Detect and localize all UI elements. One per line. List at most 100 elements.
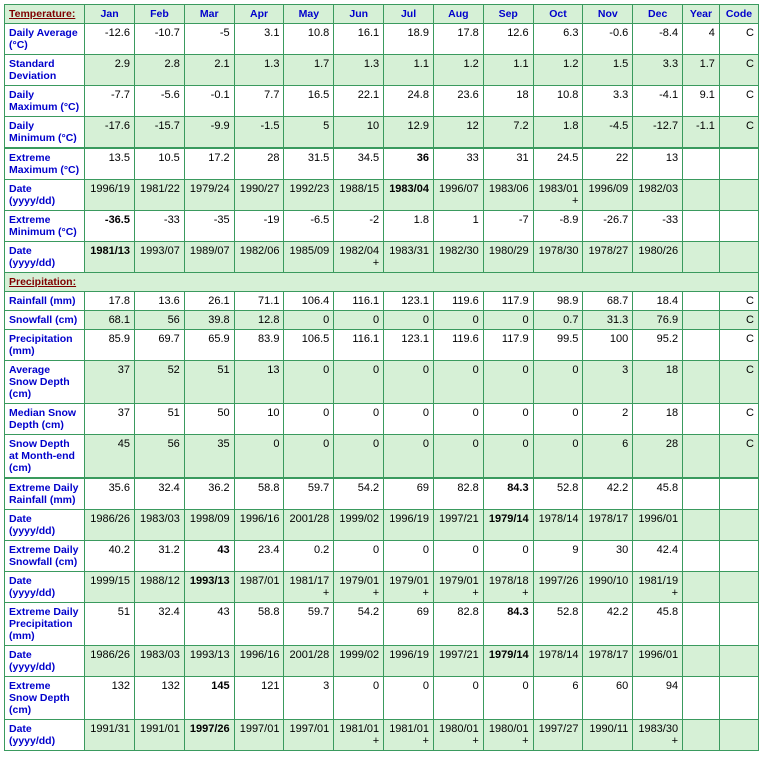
- cell: 31.3: [583, 311, 633, 330]
- cell: 18: [633, 361, 683, 404]
- cell: -8.9: [533, 211, 583, 242]
- cell: 54.2: [334, 603, 384, 646]
- cell: 10.8: [533, 86, 583, 117]
- cell: 52.8: [533, 478, 583, 510]
- cell: 45.8: [633, 478, 683, 510]
- cell: 1982/06: [234, 242, 284, 273]
- cell: 1983/03: [134, 510, 184, 541]
- cell: 69: [384, 603, 434, 646]
- cell: 24.5: [533, 148, 583, 180]
- cell: 1983/06: [483, 180, 533, 211]
- cell: 1982/30: [433, 242, 483, 273]
- cell: 31: [483, 148, 533, 180]
- cell: [683, 404, 720, 435]
- cell: -12.6: [85, 24, 135, 55]
- cell: 9: [533, 541, 583, 572]
- col-year: Year: [683, 5, 720, 24]
- cell: 56: [134, 435, 184, 479]
- cell: 37: [85, 404, 135, 435]
- cell: 82.8: [433, 603, 483, 646]
- cell: [683, 478, 720, 510]
- cell: 42.4: [633, 541, 683, 572]
- row-label: Date (yyyy/dd): [5, 510, 85, 541]
- section-header-precipitation: Precipitation:: [5, 273, 759, 292]
- cell: -1.1: [683, 117, 720, 149]
- row-label: Rainfall (mm): [5, 292, 85, 311]
- table-body: Daily Average (°C)-12.6-10.7-53.110.816.…: [5, 24, 759, 751]
- cell: 84.3: [483, 603, 533, 646]
- cell: 35.6: [85, 478, 135, 510]
- cell: 0: [334, 404, 384, 435]
- cell: 6.3: [533, 24, 583, 55]
- cell: 9.1: [683, 86, 720, 117]
- cell: 83.9: [234, 330, 284, 361]
- col-jul: Jul: [384, 5, 434, 24]
- row-label: Daily Average (°C): [5, 24, 85, 55]
- cell: -17.6: [85, 117, 135, 149]
- cell: 100: [583, 330, 633, 361]
- row-label: Standard Deviation: [5, 55, 85, 86]
- cell: [683, 541, 720, 572]
- cell: 31.5: [284, 148, 334, 180]
- cell: 0.2: [284, 541, 334, 572]
- cell: [719, 646, 758, 677]
- cell: 34.5: [334, 148, 384, 180]
- cell: -7.7: [85, 86, 135, 117]
- table-row: Date (yyyy/dd)1981/131993/071989/071982/…: [5, 242, 759, 273]
- table-row: Precipitation (mm)85.969.765.983.9106.51…: [5, 330, 759, 361]
- cell: -7: [483, 211, 533, 242]
- cell: 35: [184, 435, 234, 479]
- cell: -6.5: [284, 211, 334, 242]
- cell: 1997/26: [533, 572, 583, 603]
- cell: [719, 242, 758, 273]
- cell: 56: [134, 311, 184, 330]
- cell: 0: [483, 677, 533, 720]
- cell: 0: [483, 361, 533, 404]
- cell: 33: [433, 148, 483, 180]
- cell: 42.2: [583, 603, 633, 646]
- cell: 0: [533, 404, 583, 435]
- cell: 52: [134, 361, 184, 404]
- cell: 99.5: [533, 330, 583, 361]
- cell: 1997/01: [234, 720, 284, 751]
- cell: 0: [433, 361, 483, 404]
- cell: 28: [234, 148, 284, 180]
- cell: 26.1: [184, 292, 234, 311]
- row-label: Date (yyyy/dd): [5, 646, 85, 677]
- cell: 0: [284, 361, 334, 404]
- cell: 7.2: [483, 117, 533, 149]
- row-label: Date (yyyy/dd): [5, 720, 85, 751]
- cell: 0: [483, 311, 533, 330]
- cell: -26.7: [583, 211, 633, 242]
- cell: 1978/30: [533, 242, 583, 273]
- cell: 1996/16: [234, 646, 284, 677]
- cell: 1997/27: [533, 720, 583, 751]
- cell: C: [719, 311, 758, 330]
- cell: 59.7: [284, 603, 334, 646]
- cell: C: [719, 24, 758, 55]
- cell: 6: [533, 677, 583, 720]
- table-row: Extreme Daily Precipitation (mm)5132.443…: [5, 603, 759, 646]
- row-label: Precipitation (mm): [5, 330, 85, 361]
- col-oct: Oct: [533, 5, 583, 24]
- cell: 17.2: [184, 148, 234, 180]
- row-label: Extreme Minimum (°C): [5, 211, 85, 242]
- row-label: Extreme Snow Depth (cm): [5, 677, 85, 720]
- cell: 1.8: [384, 211, 434, 242]
- cell: [719, 720, 758, 751]
- row-label: Median Snow Depth (cm): [5, 404, 85, 435]
- cell: 0: [234, 435, 284, 479]
- cell: 2.1: [184, 55, 234, 86]
- cell: 10: [234, 404, 284, 435]
- cell: 59.7: [284, 478, 334, 510]
- cell: 3: [583, 361, 633, 404]
- cell: 1999/15: [85, 572, 135, 603]
- cell: 68.1: [85, 311, 135, 330]
- cell: -36.5: [85, 211, 135, 242]
- cell: 12.9: [384, 117, 434, 149]
- cell: [719, 541, 758, 572]
- cell: -12.7: [633, 117, 683, 149]
- cell: -33: [134, 211, 184, 242]
- cell: 0: [334, 311, 384, 330]
- table-row: Extreme Maximum (°C)13.510.517.22831.534…: [5, 148, 759, 180]
